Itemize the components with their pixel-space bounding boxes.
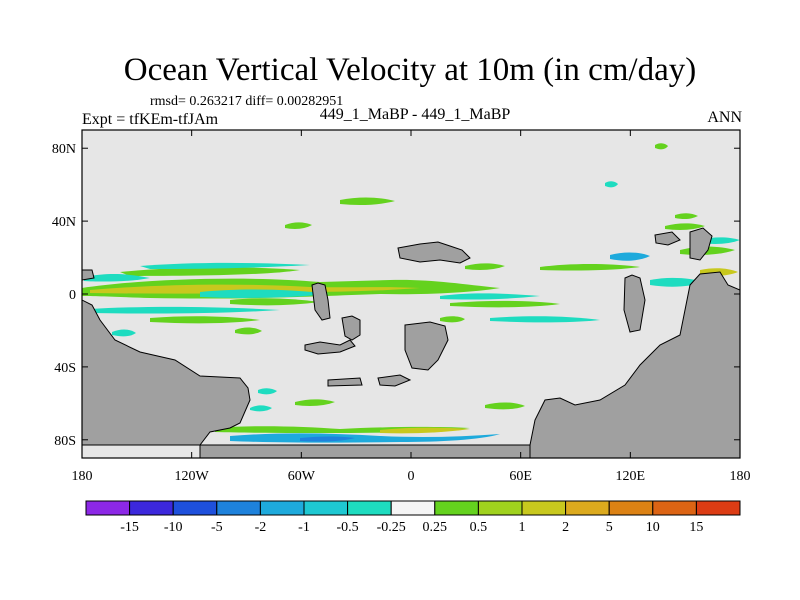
shade-cyan-so1 <box>250 405 272 412</box>
land-south-island <box>304 339 356 355</box>
colorbar-label: -1 <box>298 520 310 535</box>
longitude-ticks: 180 120W 60W 0 60E 120E 180 <box>72 130 751 484</box>
colorbar-label: -5 <box>211 520 223 535</box>
land-antarctica-base <box>199 444 531 458</box>
colorbar-swatch <box>259 500 305 516</box>
colorbar-label: 0.5 <box>470 520 488 535</box>
land-west-pacific <box>82 269 95 281</box>
shade-green-south-eq2 <box>230 298 320 306</box>
land-antarctica <box>82 299 251 458</box>
land-east-asia-1 <box>654 231 681 246</box>
colorbar-swatch <box>695 500 741 516</box>
colorbar: -15 -10 -5 -2 -1 -0.5 -0.25 0.25 0.5 1 2 5 10 15 <box>85 500 741 535</box>
colorbar-swatch <box>521 500 567 516</box>
map-panel: 180 120W 60W 0 60E 120E 180 80N 40N 0 40S 80S <box>52 129 751 484</box>
lon-tick-label: 60W <box>288 469 316 484</box>
shade-cyan-indian2 <box>490 316 600 323</box>
colorbar-label: 5 <box>606 520 613 535</box>
shade-cyan-sp1 <box>112 329 136 337</box>
land-east-asia-2 <box>689 227 713 261</box>
colorbar-label: -0.25 <box>377 520 406 535</box>
colorbar-swatch <box>652 500 697 516</box>
shade-green-so2 <box>295 399 335 406</box>
latitude-ticks: 80N 40N 0 40S 80S <box>52 142 740 449</box>
lon-tick-label: 60E <box>509 469 532 484</box>
colorbar-label: -2 <box>255 520 267 535</box>
land-africa <box>404 321 449 371</box>
plot-title: Ocean Vertical Velocity at 10m (in cm/da… <box>123 52 697 88</box>
colorbar-label: 15 <box>689 520 703 535</box>
colorbar-swatch <box>129 500 174 516</box>
land-atlantic-island <box>327 377 363 387</box>
shade-green-north-band <box>120 267 300 276</box>
land-south-america <box>341 315 361 341</box>
colorbar-swatch <box>434 500 479 516</box>
colorbar-swatch <box>303 500 349 516</box>
shade-green-sp1 <box>235 327 262 335</box>
lon-tick-label: 120W <box>175 469 210 484</box>
land-masses <box>82 227 740 458</box>
shade-cyan-eq-west <box>84 274 150 282</box>
case-label: 449_1_MaBP - 449_1_MaBP <box>319 106 511 123</box>
colorbar-label: 2 <box>562 520 569 535</box>
colorbar-swatch <box>565 500 610 516</box>
shade-green-npac <box>340 197 395 205</box>
shade-green-sa <box>440 316 465 323</box>
season-label: ANN <box>707 109 742 126</box>
colorbar-swatch <box>608 500 654 516</box>
colorbar-swatch <box>216 500 261 516</box>
shade-green-south-eq <box>150 316 260 324</box>
colorbar-label: 0.25 <box>423 520 448 535</box>
colorbar-label: -0.5 <box>337 520 359 535</box>
shade-blue-antarctic <box>300 436 355 442</box>
lat-tick-label: 80S <box>54 434 76 449</box>
shade-yellow-antarctic <box>380 427 470 434</box>
lat-tick-label: 40N <box>52 215 76 230</box>
land-antarctica-east <box>529 271 740 458</box>
land-north-continent <box>397 241 471 264</box>
shade-cyan-south-eq <box>90 306 280 314</box>
shade-green-kuroshio <box>665 223 705 230</box>
experiment-label: Expt = tfKEm-tfJAm <box>82 111 219 128</box>
lon-tick-label: 180 <box>72 469 93 484</box>
shade-green-ind-n <box>675 213 698 220</box>
shade-cyan-wedd <box>258 388 277 395</box>
lat-tick-label: 0 <box>69 288 76 303</box>
lat-tick-label: 80N <box>52 142 76 157</box>
shade-yellow-band <box>90 284 420 294</box>
shade-cyan-indian <box>440 293 540 300</box>
colorbar-swatch <box>172 500 218 516</box>
colorbar-swatch <box>85 500 131 516</box>
lat-tick-label: 40S <box>54 361 76 376</box>
velocity-contours <box>82 143 740 443</box>
lon-tick-label: 120E <box>616 469 646 484</box>
shade-cyan-antarctic <box>230 433 500 443</box>
shade-green-so1 <box>485 402 525 410</box>
shade-green-indian <box>450 300 560 308</box>
shade-cyan-eq-mid <box>200 289 330 298</box>
colorbar-swatch <box>347 500 392 516</box>
land-so-island <box>377 374 412 387</box>
colorbar-swatch <box>390 500 436 516</box>
land-india <box>623 274 646 333</box>
shade-green-nio <box>540 264 640 271</box>
colorbar-label: -10 <box>164 520 183 535</box>
land-central-america <box>311 282 331 321</box>
shade-cyan-nio <box>610 252 650 261</box>
colorbar-label: -15 <box>120 520 139 535</box>
colorbar-label: 10 <box>646 520 660 535</box>
stats-label: rmsd= 0.263217 diff= 0.00282951 <box>150 94 344 109</box>
shade-cyan-north-band <box>140 262 310 269</box>
colorbar-label: 1 <box>519 520 526 535</box>
shade-green-natl <box>655 143 668 150</box>
shade-cyan-natl <box>605 181 618 188</box>
lon-tick-label: 0 <box>408 469 415 484</box>
shade-green-pac-north <box>465 263 505 270</box>
shade-green-npac2 <box>285 222 312 229</box>
colorbar-swatch <box>477 500 523 516</box>
lon-tick-label: 180 <box>730 469 751 484</box>
